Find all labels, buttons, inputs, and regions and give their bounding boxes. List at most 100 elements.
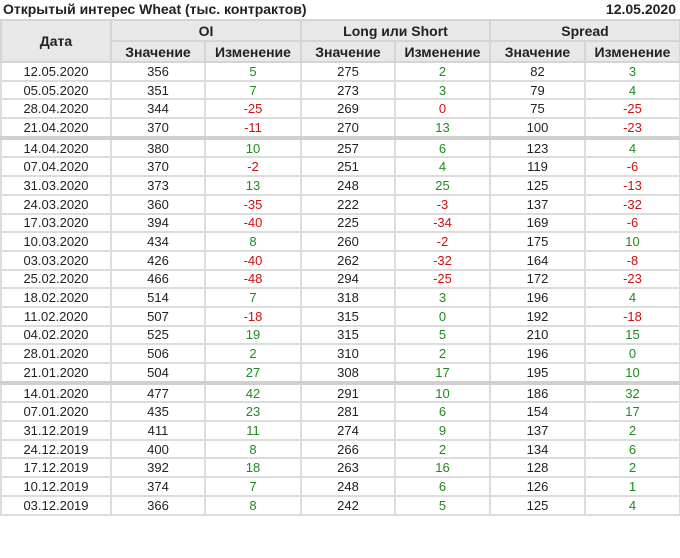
cell-spread-change: 0 [584,343,680,364]
cell-spread-value: 195 [489,362,586,385]
cell-spread-value: 196 [489,343,586,364]
cell-spread-change: 32 [584,381,680,404]
cell-ls-change: 3 [394,287,491,308]
cell-spread-change: -6 [584,212,680,234]
cell-spread-change: 2 [584,420,680,441]
cell-spread-value: 192 [489,305,586,327]
cell-ls-value: 270 [300,117,396,140]
cell-ls-value: 222 [300,193,396,215]
cell-spread-value: 137 [489,420,586,441]
cell-ls-change: 6 [394,401,491,423]
cell-ls-change: 17 [394,362,491,385]
cell-ls-value: 260 [300,231,396,252]
table-row: 24.03.2020 360 -35 222 -3 137 -32 [0,193,680,215]
cell-spread-change: -25 [584,98,680,120]
table-row: 31.03.2020 373 13 248 25 125 -13 [0,175,680,196]
cell-date: 03.03.2020 [0,249,112,271]
cell-ls-change: 5 [394,494,491,516]
cell-oi-value: 351 [110,79,206,101]
table-row: 10.12.2019 374 7 248 6 126 1 [0,476,680,497]
cell-ls-change: 25 [394,175,491,196]
cell-oi-change: 8 [204,231,302,252]
table-row: 07.04.2020 370 -2 251 4 119 -6 [0,156,680,178]
cell-ls-change: 2 [394,61,491,82]
cell-spread-value: 186 [489,381,586,404]
table-row: 03.12.2019 366 8 242 5 125 4 [0,494,680,516]
cell-oi-change: 8 [204,438,302,460]
cell-oi-change: -18 [204,305,302,327]
table-row: 10.03.2020 434 8 260 -2 175 10 [0,231,680,252]
cell-oi-change: 7 [204,476,302,497]
cell-oi-change: 11 [204,420,302,441]
cell-ls-value: 251 [300,156,396,178]
cell-oi-change: 10 [204,136,302,159]
cell-spread-value: 196 [489,287,586,308]
table-row: 11.02.2020 507 -18 315 0 192 -18 [0,305,680,327]
cell-date: 31.03.2020 [0,175,112,196]
cell-date: 05.05.2020 [0,79,112,101]
column-header-date: Дата [0,19,112,63]
group-header-spread: Spread [489,19,680,42]
cell-ls-change: -2 [394,231,491,252]
cell-oi-value: 374 [110,476,206,497]
cell-oi-value: 356 [110,61,206,82]
cell-spread-value: 123 [489,136,586,159]
cell-oi-value: 366 [110,494,206,516]
cell-date: 14.04.2020 [0,136,112,159]
table-row: 21.01.2020 504 27 308 17 195 10 [0,362,680,385]
cell-date: 18.02.2020 [0,287,112,308]
cell-date: 28.01.2020 [0,343,112,364]
column-header-ls-change: Изменение [394,40,491,63]
cell-spread-change: 4 [584,287,680,308]
cell-spread-value: 119 [489,156,586,178]
column-header-oi-change: Изменение [204,40,302,63]
cell-date: 21.01.2020 [0,362,112,385]
group-header-long-short: Long или Short [300,19,491,42]
cell-spread-change: 17 [584,401,680,423]
cell-date: 17.03.2020 [0,212,112,234]
cell-spread-value: 169 [489,212,586,234]
cell-date: 21.04.2020 [0,117,112,140]
cell-date: 24.12.2019 [0,438,112,460]
cell-oi-change: -48 [204,268,302,290]
cell-date: 10.12.2019 [0,476,112,497]
cell-ls-value: 310 [300,343,396,364]
cell-spread-value: 100 [489,117,586,140]
cell-oi-change: 23 [204,401,302,423]
cell-oi-change: -40 [204,249,302,271]
cell-oi-change: -40 [204,212,302,234]
cell-oi-value: 344 [110,98,206,120]
cell-date: 10.03.2020 [0,231,112,252]
table-row: 17.12.2019 392 18 263 16 128 2 [0,457,680,479]
cell-spread-value: 154 [489,401,586,423]
cell-oi-value: 435 [110,401,206,423]
cell-spread-value: 164 [489,249,586,271]
cell-oi-value: 392 [110,457,206,479]
cell-ls-value: 269 [300,98,396,120]
cell-spread-change: 10 [584,231,680,252]
cell-date: 11.02.2020 [0,305,112,327]
table-row: 05.05.2020 351 7 273 3 79 4 [0,79,680,101]
cell-oi-value: 507 [110,305,206,327]
table-row: 24.12.2019 400 8 266 2 134 6 [0,438,680,460]
cell-spread-value: 125 [489,494,586,516]
table-row: 25.02.2020 466 -48 294 -25 172 -23 [0,268,680,290]
cell-ls-value: 291 [300,381,396,404]
open-interest-table: Дата OI Long или Short Spread Значение И… [0,19,680,516]
cell-ls-value: 262 [300,249,396,271]
cell-spread-change: 1 [584,476,680,497]
cell-spread-value: 137 [489,193,586,215]
cell-oi-change: 13 [204,175,302,196]
cell-ls-change: 10 [394,381,491,404]
cell-ls-value: 318 [300,287,396,308]
cell-oi-value: 380 [110,136,206,159]
cell-ls-value: 225 [300,212,396,234]
cell-spread-change: 4 [584,494,680,516]
cell-spread-change: -32 [584,193,680,215]
table-row: 17.03.2020 394 -40 225 -34 169 -6 [0,212,680,234]
cell-spread-value: 75 [489,98,586,120]
cell-oi-change: 5 [204,61,302,82]
cell-oi-value: 525 [110,324,206,346]
cell-spread-change: 3 [584,61,680,82]
cell-spread-change: -18 [584,305,680,327]
